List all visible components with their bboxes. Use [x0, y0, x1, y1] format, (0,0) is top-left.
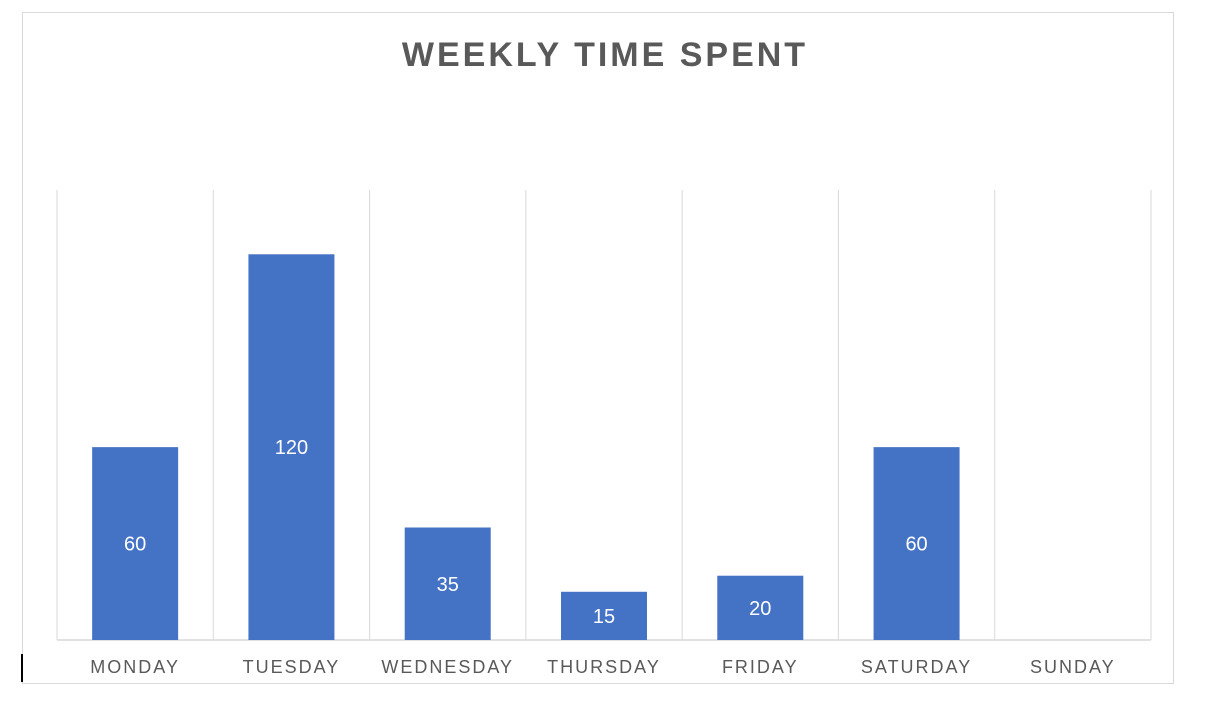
- x-tick-label-tuesday: TUESDAY: [243, 657, 341, 677]
- x-tick-label-saturday: SATURDAY: [861, 657, 972, 677]
- x-tick-label-friday: FRIDAY: [722, 657, 799, 677]
- data-label-monday: 60: [124, 534, 146, 556]
- text-cursor: [21, 654, 23, 682]
- x-tick-label-wednesday: WEDNESDAY: [381, 657, 514, 677]
- bar-tuesday: [248, 254, 335, 641]
- data-label-wednesday: 35: [437, 574, 459, 596]
- bar-wednesday: [404, 527, 491, 640]
- data-label-saturday: 60: [905, 534, 927, 556]
- x-tick-label-thursday: THURSDAY: [547, 657, 661, 677]
- data-label-tuesday: 120: [275, 437, 308, 459]
- chart-frame: [22, 12, 1174, 684]
- bar-thursday: [561, 591, 647, 640]
- data-label-thursday: 15: [593, 606, 615, 628]
- bar-monday: [92, 447, 179, 640]
- x-tick-label-sunday: SUNDAY: [1030, 657, 1116, 677]
- x-tick-label-monday: MONDAY: [90, 657, 180, 677]
- data-label-friday: 20: [749, 598, 771, 620]
- bar-saturday: [873, 447, 960, 640]
- bar-friday: [717, 575, 804, 640]
- chart-title: WEEKLY TIME SPENT: [401, 36, 809, 74]
